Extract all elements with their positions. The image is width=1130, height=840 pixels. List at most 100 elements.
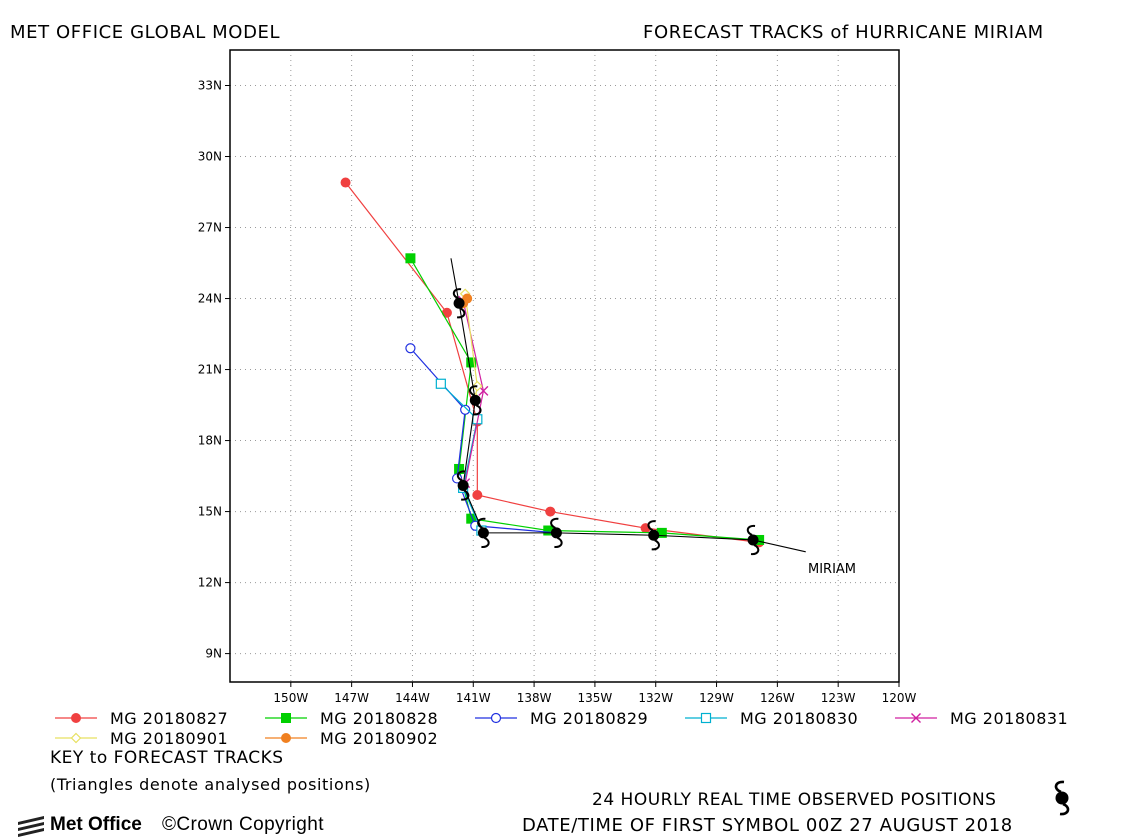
legend-key-title: KEY to FORECAST TRACKS [50,748,284,768]
hurricane-position-icon [746,524,760,556]
legend-marker [70,732,82,744]
hurricane-arm [647,520,656,532]
forecast-track-mg-20180828 [405,253,765,545]
lat-tick-label: 33N [198,79,222,93]
lon-tick-label: 147W [334,691,369,705]
legend-marker [911,713,921,723]
legend-label: MG 20180830 [740,709,858,728]
track-point [472,490,483,501]
met-office-logo: Met Office [50,814,142,836]
track-point [462,293,473,304]
hurricane-symbol-icon [1054,780,1070,816]
lon-tick-label: 123W [821,691,856,705]
hurricane-eye [453,297,465,309]
track-point [471,380,483,392]
track-line [440,383,482,531]
forecast-track-mg-20180827 [340,177,765,548]
hurricane-arm [550,517,559,529]
lon-tick-label: 138W [517,691,552,705]
chart-title-left: MET OFFICE GLOBAL MODEL [10,22,281,43]
track-point [435,378,446,389]
track-point [405,253,416,264]
legend-marker [490,712,502,724]
logo-text: Met Office [50,814,142,835]
legend-entry: MG 20180831 [895,709,1068,728]
track-point [340,177,351,188]
lon-tick-label: 144W [395,691,430,705]
hurricane-arm [481,536,490,548]
lon-tick-label: 129W [699,691,734,705]
legend-entry: MG 20180827 [55,709,228,728]
legend: MG 20180827 MG 20180828 MG 20180829 MG 2018… [55,709,1068,748]
legend-entry: MG 20180830 [685,709,858,728]
hurricane-position-icon [477,517,490,548]
hurricane-eye [747,534,759,546]
lat-tick-label: 24N [198,292,222,306]
legend-label: MG 20180828 [320,709,438,728]
observed-track-line [450,258,806,553]
hurricane-arm [750,544,760,556]
hurricane-eye [550,527,562,539]
lat-tick-label: 18N [198,434,222,448]
observed-track [450,258,806,556]
hurricane-arm [746,524,756,536]
lon-tick-label: 132W [638,691,673,705]
hurricane-arm [456,470,466,482]
legend-label: MG 20180901 [110,729,228,748]
legend-marker [700,712,712,724]
track-line [345,182,760,543]
legend-entry: MG 20180829 [475,709,648,728]
first-symbol-datetime: DATE/TIME OF FIRST SYMBOL 00Z 27 AUGUST … [522,815,1013,836]
observed-positions-note: 24 HOURLY REAL TIME OBSERVED POSITIONS [592,790,997,810]
lat-tick-label: 15N [198,505,222,519]
forecast-tracks [340,177,765,548]
track-line [464,293,478,399]
hurricane-arm [477,517,486,529]
hurricane-arm [473,404,482,416]
legend-label: MG 20180831 [950,709,1068,728]
lon-tick-label: 150W [273,691,308,705]
hurricane-eye [477,527,489,539]
legend-entry: MG 20180901 [55,729,228,748]
hurricane-position-icon [456,470,470,501]
track-point [451,473,463,484]
chart-title-right: FORECAST TRACKS of HURRICANE MIRIAM [643,22,1044,43]
legend-label: MG 20180902 [320,729,438,748]
lon-tick-label: 135W [578,691,613,705]
track-point [545,506,556,517]
hurricane-arm [452,288,462,300]
hurricane-eye [469,394,481,406]
copyright-notice: ©Crown Copyright [162,814,324,835]
legend-entry: MG 20180828 [265,709,438,728]
axis-ticks: 150W 147W 144W 141W 138W 135W 132W 129W 126W 123W… [198,79,917,705]
track-point [405,343,416,354]
storm-name-label: MIRIAM [808,562,856,577]
legend-marker [281,713,291,723]
lat-tick-label: 21N [198,363,222,377]
lat-tick-label: 12N [198,576,222,590]
lat-tick-label: 27N [198,221,222,235]
hurricane-arm [469,385,478,397]
met-office-logo-icon [18,816,44,837]
legend-marker [71,713,81,723]
track-point [466,357,477,368]
hurricane-position-icon [550,517,563,548]
hurricane-arm [461,489,470,501]
lon-tick-label: 120W [882,691,917,705]
lat-tick-label: 30N [198,150,222,164]
lon-tick-label: 141W [456,691,491,705]
hurricane-arm [554,536,563,548]
hurricane-position-icon [647,520,660,551]
legend-entry: MG 20180902 [265,729,438,748]
lat-tick-label: 9N [205,647,222,661]
hurricane-position-icon [452,288,466,319]
hurricane-position-icon [469,385,482,416]
hurricane-arm [651,539,660,551]
gridlines [230,50,900,682]
hurricane-arm [456,307,466,319]
lon-tick-label: 126W [760,691,795,705]
legend-label: MG 20180827 [110,709,228,728]
hurricane-eye [457,480,469,492]
hurricane-eye [648,529,660,541]
